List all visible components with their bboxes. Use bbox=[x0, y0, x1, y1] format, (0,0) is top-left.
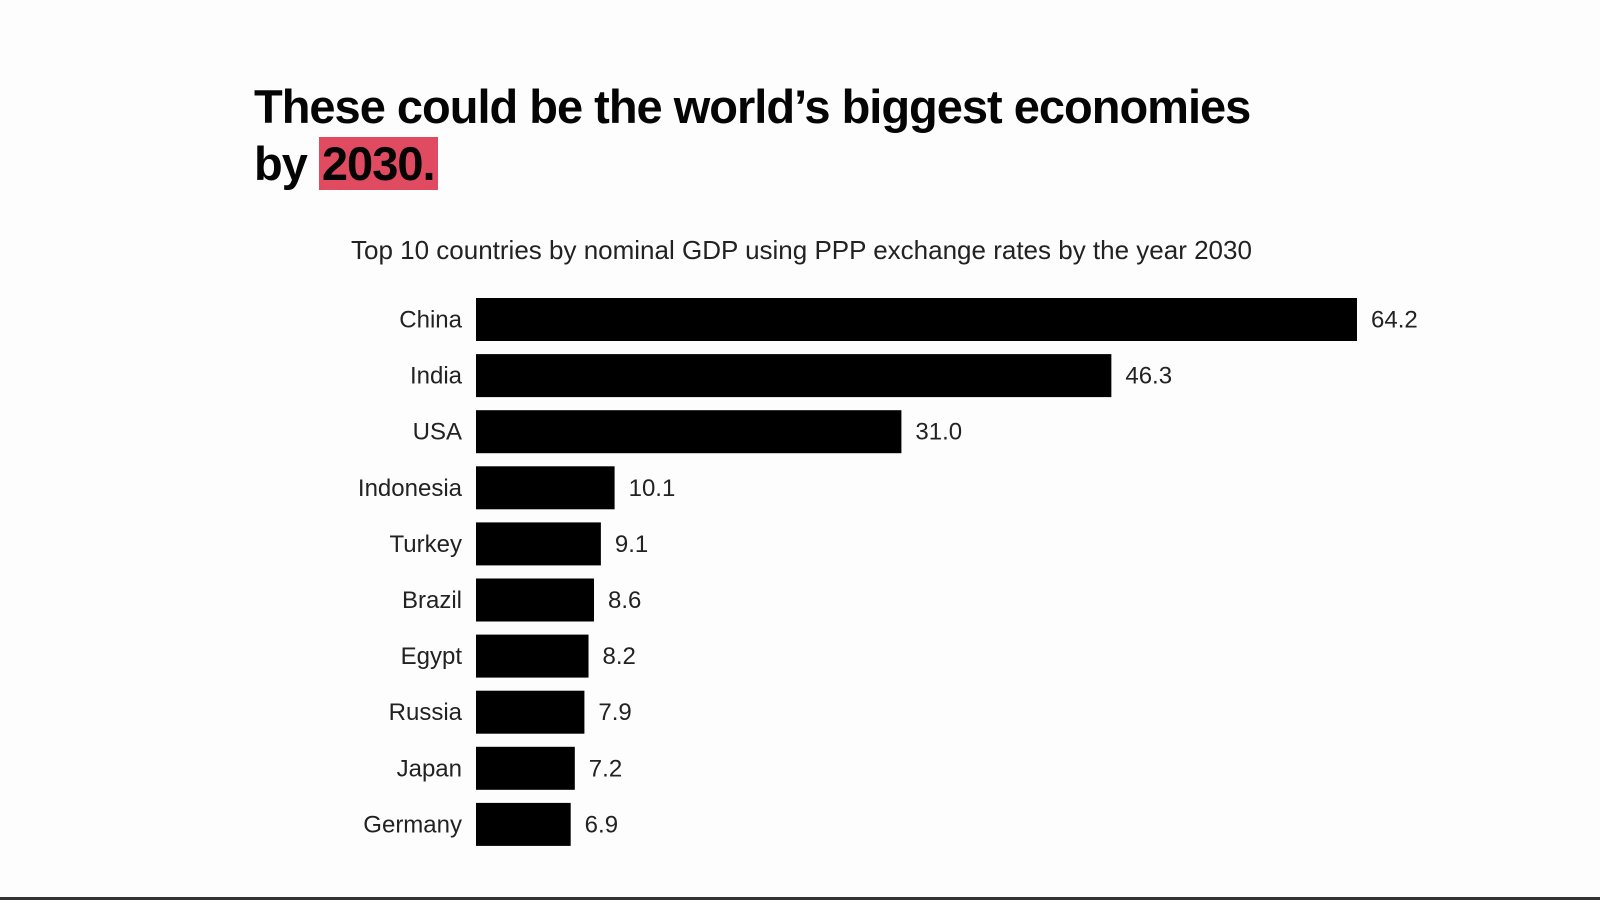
value-label: 46.3 bbox=[1125, 363, 1172, 390]
value-label: 10.1 bbox=[629, 475, 676, 502]
category-label: Indonesia bbox=[358, 475, 463, 502]
value-label: 31.0 bbox=[915, 419, 962, 446]
category-label: Japan bbox=[397, 755, 462, 782]
bar bbox=[476, 690, 585, 734]
category-label: Brazil bbox=[402, 587, 462, 614]
bar bbox=[476, 578, 595, 622]
value-label: 6.9 bbox=[585, 811, 618, 838]
value-label: 7.9 bbox=[598, 699, 631, 726]
bar bbox=[476, 634, 589, 678]
page-title: These could be the world’s biggest econo… bbox=[254, 78, 1251, 192]
bar bbox=[476, 298, 1357, 341]
bar bbox=[476, 522, 601, 566]
category-label: India bbox=[410, 363, 463, 390]
bar bbox=[476, 802, 571, 846]
chart-subtitle: Top 10 countries by nominal GDP using PP… bbox=[351, 235, 1252, 265]
bar bbox=[476, 746, 575, 790]
value-label: 8.2 bbox=[603, 643, 636, 670]
bottom-divider bbox=[0, 897, 1600, 900]
bar bbox=[476, 410, 902, 454]
category-label: USA bbox=[413, 419, 462, 446]
category-label: Egypt bbox=[401, 643, 463, 670]
category-label: Turkey bbox=[390, 531, 462, 558]
title-line-1: These could be the world’s biggest econo… bbox=[254, 80, 1251, 133]
title-highlight: 2030. bbox=[318, 137, 438, 190]
category-label: Russia bbox=[389, 699, 463, 726]
value-label: 9.1 bbox=[615, 531, 648, 558]
title-prefix: by bbox=[254, 137, 308, 190]
category-label: China bbox=[399, 307, 462, 334]
category-label: Germany bbox=[363, 811, 462, 838]
value-label: 8.6 bbox=[608, 587, 641, 614]
value-label: 7.2 bbox=[589, 755, 622, 782]
bar bbox=[476, 354, 1112, 398]
bar bbox=[476, 466, 615, 510]
value-label: 64.2 bbox=[1371, 307, 1418, 334]
